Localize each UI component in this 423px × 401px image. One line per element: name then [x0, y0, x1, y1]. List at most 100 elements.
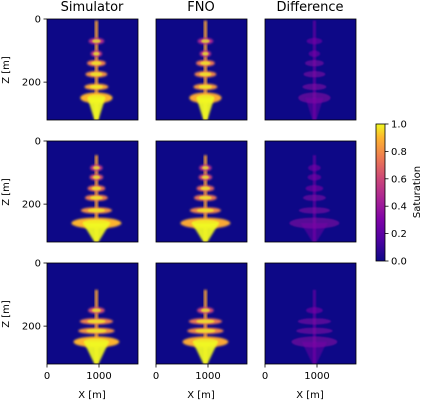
- plume: [298, 20, 331, 120]
- x-tick-label: 0: [262, 371, 268, 382]
- plume-base: [82, 223, 111, 242]
- y-tick-label: 0: [35, 259, 41, 270]
- y-tick-label: 200: [22, 200, 41, 211]
- x-tick-label: 1000: [86, 371, 111, 382]
- plume-layer: [302, 83, 327, 91]
- colorbar-gradient: [375, 123, 386, 262]
- plume-base: [83, 341, 109, 364]
- plume-layer-core: [201, 39, 210, 44]
- col-title-fno: FNO: [187, 0, 214, 15]
- plume-layer-core: [90, 72, 103, 77]
- plume-base: [300, 223, 329, 242]
- plume-layer: [308, 164, 321, 172]
- xlabel-col-1: X [m]: [78, 390, 106, 401]
- plume-layer: [305, 59, 324, 67]
- colorbar-label: Saturation: [412, 166, 423, 218]
- xlabel-col-3: X [m]: [296, 390, 324, 401]
- plume-layer-core: [87, 319, 106, 324]
- panel-r2-c1: 0 200: [22, 137, 139, 243]
- ylabel-row-2: Z [m]: [1, 178, 12, 206]
- y-tick-label: 0: [35, 15, 41, 26]
- panel-frame: [264, 18, 357, 121]
- plume-layer-core: [92, 165, 100, 170]
- panel-frame: [155, 262, 248, 365]
- plume-layer-core: [90, 195, 103, 200]
- plume-base: [192, 341, 218, 364]
- plume-base: [196, 97, 215, 120]
- plume-base: [191, 223, 220, 242]
- plume-stem: [203, 289, 207, 364]
- x-tick-label: 1000: [195, 371, 220, 382]
- panel-frame: [46, 140, 139, 243]
- colorbar: 1.0 0.8 0.6 0.4 0.2 0.0 Saturation: [375, 120, 423, 268]
- plume-layer-core: [87, 208, 105, 213]
- plume-layer-core: [93, 51, 100, 56]
- colorbar-ticks: 1.0 0.8 0.6 0.4 0.2 0.0: [385, 120, 407, 268]
- plume: [71, 155, 122, 242]
- colorbar-tick-label: 1.0: [391, 120, 407, 131]
- plume-layer-core: [200, 61, 211, 66]
- plume-layer: [307, 174, 322, 181]
- plume-layer: [308, 50, 321, 57]
- plume-layer-core: [92, 39, 101, 44]
- plume-layer: [298, 207, 330, 214]
- panel-r3-c1: 0 200 0 1000: [22, 259, 139, 382]
- plume-layer-core: [91, 308, 101, 313]
- panel-frame: [155, 18, 248, 121]
- plume-layer-core: [201, 165, 209, 170]
- plume-layer-core: [200, 186, 211, 191]
- plume-layer-core: [196, 319, 215, 324]
- panel-r2-c2: [155, 140, 248, 243]
- panel-r3-c2: 0 1000: [153, 262, 248, 382]
- panel-r3-c3: 0 1000: [262, 262, 357, 382]
- plume-layer: [305, 185, 324, 192]
- plume-layer-core: [202, 51, 209, 56]
- plume: [291, 289, 338, 364]
- panel-r1-c2: [155, 18, 248, 121]
- plume-layer-core: [199, 72, 212, 77]
- plume-stem: [203, 20, 207, 120]
- x-tick-label: 0: [44, 371, 50, 382]
- plume: [180, 155, 231, 242]
- x-tick-label: 0: [153, 371, 159, 382]
- plume-stem: [94, 289, 98, 364]
- ylabel-row-1: Z [m]: [1, 56, 12, 84]
- plume: [182, 289, 229, 364]
- plume-stem: [312, 20, 316, 120]
- plume-layer: [302, 194, 326, 202]
- plume-layer-core: [92, 175, 101, 180]
- col-title-difference: Difference: [276, 0, 343, 15]
- plume: [73, 289, 120, 364]
- plume-layer-core: [198, 84, 212, 89]
- colorbar-tick-label: 0.4: [391, 202, 407, 213]
- plume-base: [305, 97, 324, 120]
- plume-layer-core: [89, 84, 103, 89]
- plume-layer-core: [201, 175, 210, 180]
- x-tick-label: 1000: [304, 371, 329, 382]
- plume-layer-core: [91, 61, 102, 66]
- panel-frame: [264, 262, 357, 365]
- colorbar-tick-label: 0.8: [391, 147, 407, 158]
- plume: [189, 20, 222, 120]
- plume-layer: [306, 307, 323, 314]
- plume: [80, 20, 113, 120]
- panel-frame: [264, 140, 357, 243]
- plume-layer-core: [196, 208, 214, 213]
- plume-base: [87, 97, 106, 120]
- y-tick-label: 200: [22, 322, 41, 333]
- colorbar-tick-label: 0.6: [391, 174, 407, 185]
- ylabel-row-3: Z [m]: [1, 300, 12, 328]
- plume-layer: [296, 327, 333, 335]
- plume: [289, 155, 340, 242]
- colorbar-tick-label: 0.2: [391, 229, 407, 240]
- panel-r2-c3: [264, 140, 357, 243]
- plume-stem: [312, 289, 316, 364]
- panel-r1-c3: [264, 18, 357, 121]
- plume-stem: [94, 20, 98, 120]
- y-tick-label: 0: [35, 137, 41, 148]
- plume-layer-core: [199, 195, 212, 200]
- plume-layer: [306, 37, 323, 45]
- panel-frame: [46, 18, 139, 121]
